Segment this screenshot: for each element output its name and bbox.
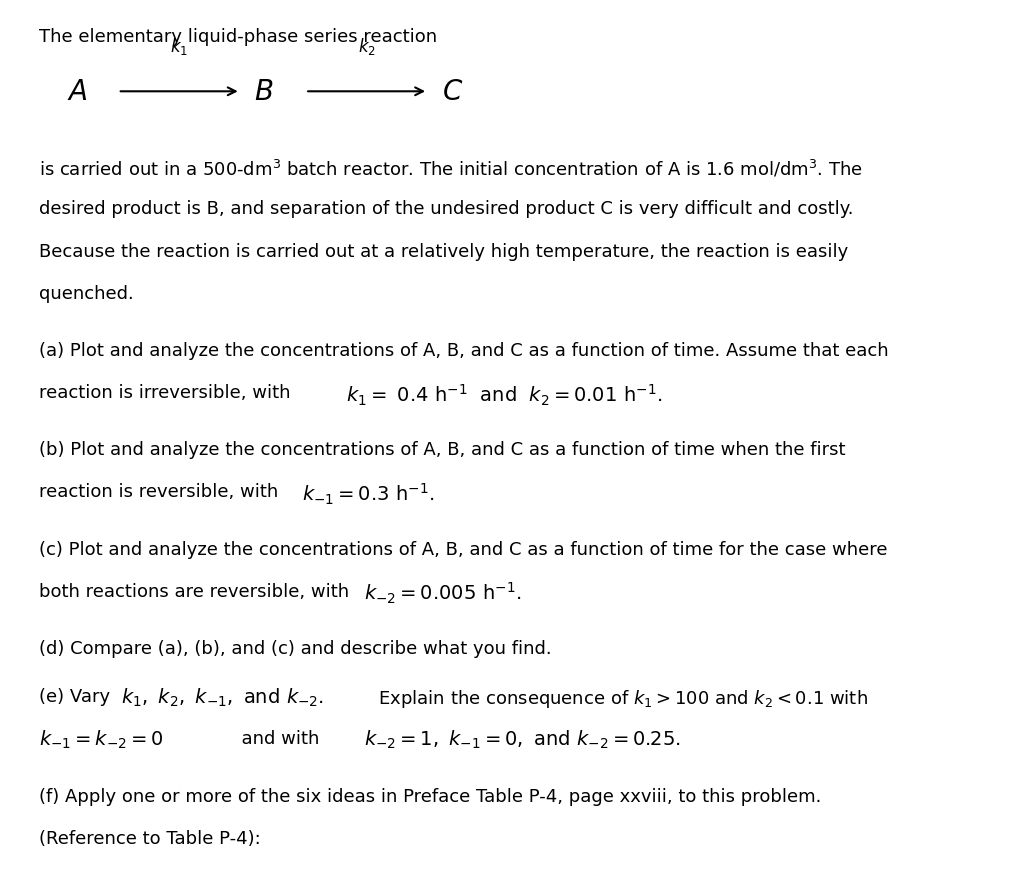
Text: $A$: $A$ — [67, 78, 87, 106]
Text: and with: and with — [230, 730, 332, 747]
Text: The elementary liquid-phase series reaction: The elementary liquid-phase series react… — [39, 28, 437, 46]
Text: $k_1,\ k_2,\ k_{-1},\ \mathrm{and}\ k_{-2}.$: $k_1,\ k_2,\ k_{-1},\ \mathrm{and}\ k_{-… — [121, 686, 324, 708]
Text: $k_{-2} = 0.005\ \mathrm{h}^{-1}.$: $k_{-2} = 0.005\ \mathrm{h}^{-1}.$ — [364, 580, 521, 606]
Text: (f) Apply one or more of the six ideas in Preface Table P-4, page xxviii, to thi: (f) Apply one or more of the six ideas i… — [39, 787, 821, 804]
Text: Because the reaction is carried out at a relatively high temperature, the reacti: Because the reaction is carried out at a… — [39, 242, 848, 260]
Text: Explain the consequence of $k_1 > 100$ and $k_2 < 0.1$ with: Explain the consequence of $k_1 > 100$ a… — [367, 687, 867, 709]
Text: $k_2$: $k_2$ — [357, 36, 376, 57]
Text: $C$: $C$ — [442, 78, 464, 106]
Text: is carried out in a 500-dm$^3$ batch reactor. The initial concentration of A is : is carried out in a 500-dm$^3$ batch rea… — [39, 158, 863, 179]
Text: $k_{-2} = 1,\ k_{-1} = 0,\ \mathrm{and}\ k_{-2} = 0.25.$: $k_{-2} = 1,\ k_{-1} = 0,\ \mathrm{and}\… — [364, 728, 680, 750]
Text: $k_{-1} = 0.3\ \mathrm{h}^{-1}.$: $k_{-1} = 0.3\ \mathrm{h}^{-1}.$ — [302, 481, 434, 507]
Text: (d) Compare (a), (b), and (c) and describe what you find.: (d) Compare (a), (b), and (c) and descri… — [39, 639, 552, 657]
Text: $k_1 = \ 0.4\ \mathrm{h}^{-1}$  and  $k_2 = 0.01\ \mathrm{h}^{-1}.$: $k_1 = \ 0.4\ \mathrm{h}^{-1}$ and $k_2 … — [346, 382, 663, 407]
Text: (a) Plot and analyze the concentrations of A, B, and C as a function of time. As: (a) Plot and analyze the concentrations … — [39, 342, 889, 359]
Text: $k_{-1} = k_{-2} = 0$: $k_{-1} = k_{-2} = 0$ — [39, 728, 164, 750]
Text: (c) Plot and analyze the concentrations of A, B, and C as a function of time for: (c) Plot and analyze the concentrations … — [39, 540, 888, 558]
Text: reaction is irreversible, with: reaction is irreversible, with — [39, 384, 296, 401]
Text: (b) Plot and analyze the concentrations of A, B, and C as a function of time whe: (b) Plot and analyze the concentrations … — [39, 441, 846, 458]
Text: (e) Vary: (e) Vary — [39, 687, 116, 705]
Text: (Reference to Table P-4):: (Reference to Table P-4): — [39, 829, 261, 846]
Text: both reactions are reversible, with: both reactions are reversible, with — [39, 582, 354, 600]
Text: desired product is B, and separation of the undesired product C is very difficul: desired product is B, and separation of … — [39, 200, 853, 218]
Text: $k_1$: $k_1$ — [170, 36, 188, 57]
Text: reaction is reversible, with: reaction is reversible, with — [39, 483, 284, 500]
Text: $B$: $B$ — [254, 78, 273, 106]
Text: quenched.: quenched. — [39, 284, 134, 302]
